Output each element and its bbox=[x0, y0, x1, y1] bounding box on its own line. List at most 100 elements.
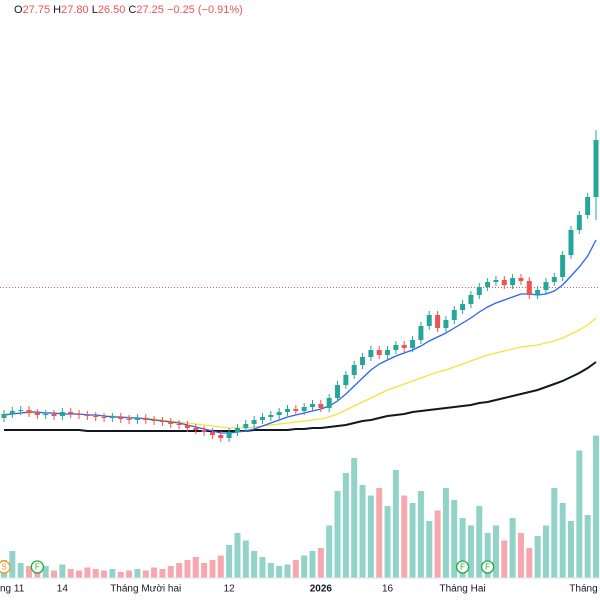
candle bbox=[460, 300, 466, 314]
candle bbox=[518, 274, 524, 285]
candle bbox=[326, 394, 332, 412]
volume-bar bbox=[334, 491, 341, 578]
volume-bar bbox=[42, 566, 49, 578]
candle bbox=[26, 406, 32, 417]
volume-bar bbox=[551, 488, 558, 578]
event-circle bbox=[455, 560, 470, 574]
candle bbox=[293, 405, 299, 415]
candle-body bbox=[360, 357, 366, 365]
candle bbox=[68, 408, 74, 418]
candle-body bbox=[476, 287, 482, 295]
volume-bar bbox=[217, 555, 224, 578]
volume-bar bbox=[367, 495, 374, 578]
candle bbox=[176, 420, 182, 429]
volume-bar bbox=[109, 569, 116, 578]
candle bbox=[335, 381, 341, 402]
candle-body bbox=[276, 412, 282, 415]
candle-body bbox=[410, 340, 416, 348]
candle bbox=[218, 431, 224, 442]
volume-bar bbox=[534, 536, 541, 578]
candle bbox=[501, 276, 507, 289]
candle bbox=[109, 413, 115, 422]
volume-bar bbox=[67, 569, 74, 578]
candle bbox=[201, 426, 207, 436]
candle bbox=[268, 411, 274, 421]
candle bbox=[451, 306, 457, 324]
legend-key: C bbox=[128, 4, 137, 16]
volume-bar bbox=[326, 525, 333, 578]
candle-body bbox=[543, 282, 549, 290]
legend-change: −0.25 (−0.91%) bbox=[166, 4, 243, 16]
candle bbox=[276, 408, 282, 419]
candle-body bbox=[593, 140, 599, 197]
volume-bar bbox=[593, 435, 599, 578]
candle bbox=[360, 353, 366, 369]
candle bbox=[351, 361, 357, 379]
candle-body bbox=[501, 280, 507, 285]
candle-body bbox=[485, 282, 491, 287]
x-tick-label: Tháng Mười hai bbox=[110, 584, 181, 595]
event-marker: F bbox=[480, 560, 495, 574]
candle bbox=[259, 413, 265, 424]
volume-bar bbox=[151, 567, 158, 578]
candle-body bbox=[585, 197, 591, 215]
candle bbox=[443, 316, 449, 332]
x-tick-label: 2026 bbox=[310, 584, 333, 595]
volume-bar bbox=[184, 560, 191, 578]
candle bbox=[9, 407, 15, 418]
candle-body bbox=[118, 417, 124, 419]
candle-body bbox=[151, 420, 157, 421]
candle-body bbox=[26, 410, 32, 413]
volume-bar bbox=[576, 450, 583, 578]
legend-key: H bbox=[53, 4, 62, 16]
candle-body bbox=[68, 412, 74, 414]
candle bbox=[59, 408, 65, 420]
candle bbox=[101, 413, 107, 422]
candle-body bbox=[460, 304, 466, 310]
volume-bar bbox=[201, 563, 208, 578]
volume-bar bbox=[376, 488, 383, 578]
event-label: S bbox=[1, 563, 6, 572]
moving-average bbox=[3, 239, 597, 434]
volume-bar bbox=[226, 545, 233, 578]
candle-body bbox=[234, 428, 240, 432]
x-tick-label: 12 bbox=[224, 584, 236, 595]
candle-body bbox=[84, 415, 90, 416]
candle bbox=[209, 428, 215, 439]
volume-bar bbox=[342, 473, 349, 578]
volume-bar bbox=[542, 525, 549, 578]
candle bbox=[143, 414, 149, 424]
volume-bar bbox=[509, 518, 516, 578]
candle bbox=[418, 322, 424, 344]
candle-body bbox=[526, 281, 532, 295]
candle-body bbox=[126, 419, 132, 420]
x-tick-label: Tháng Hai bbox=[440, 584, 486, 595]
candle-body bbox=[443, 320, 449, 328]
candle-body bbox=[193, 428, 199, 430]
candle-body bbox=[1, 414, 7, 418]
moving-average bbox=[4, 361, 597, 432]
volume-bar bbox=[142, 570, 149, 578]
candle bbox=[476, 283, 482, 299]
candle-body bbox=[251, 420, 257, 424]
volume-bar bbox=[92, 569, 99, 578]
candle bbox=[84, 411, 90, 420]
volume-bar bbox=[309, 551, 316, 578]
candle-body bbox=[451, 310, 457, 320]
candle-body bbox=[18, 410, 24, 411]
candle-body bbox=[284, 409, 290, 412]
x-tick-label: ng 11 bbox=[0, 584, 25, 595]
volume-bar bbox=[484, 533, 491, 578]
candle-body bbox=[143, 418, 149, 420]
volume-bar bbox=[559, 503, 566, 578]
candle bbox=[284, 405, 290, 416]
candle bbox=[385, 346, 391, 359]
x-tick-label: Tháng 3 bbox=[569, 584, 600, 595]
volume-bar bbox=[251, 551, 258, 578]
candle-body bbox=[101, 417, 107, 418]
candle bbox=[18, 406, 24, 415]
candle bbox=[576, 211, 582, 234]
volume-bar bbox=[292, 560, 299, 578]
volume-bar bbox=[434, 510, 441, 578]
moving-average bbox=[4, 317, 597, 429]
